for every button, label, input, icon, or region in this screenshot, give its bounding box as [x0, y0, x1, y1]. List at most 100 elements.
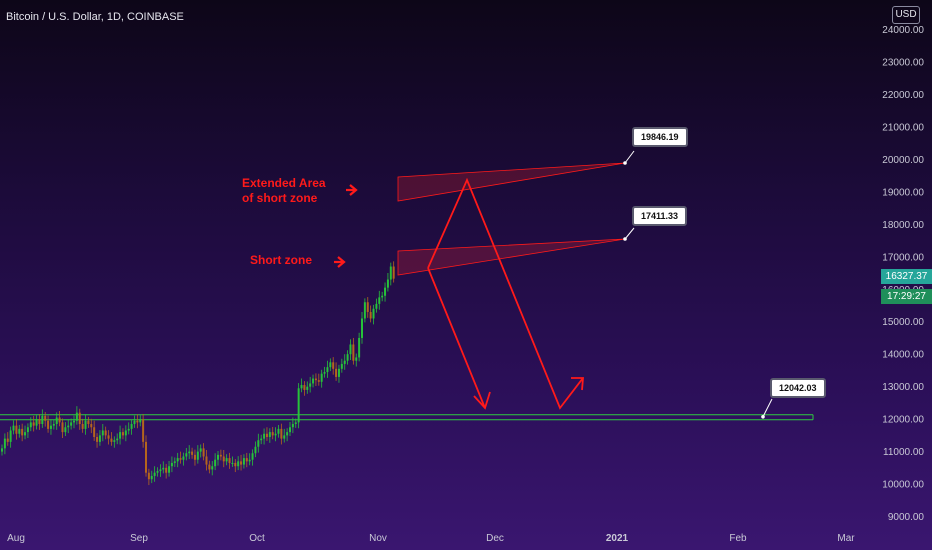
candle-body — [35, 419, 38, 426]
candle-body — [349, 344, 352, 355]
candle-body — [289, 427, 291, 433]
candle-body — [3, 438, 6, 449]
candle-body — [168, 466, 171, 473]
candle-body — [381, 295, 384, 298]
candle-body — [159, 469, 162, 472]
candle-body — [150, 475, 153, 480]
candle-body — [64, 427, 67, 433]
candle-body — [384, 287, 387, 296]
candle-body — [214, 459, 217, 467]
x-tick-label: Aug — [7, 533, 25, 544]
candle-body — [49, 425, 52, 429]
candle-body — [234, 462, 237, 467]
candle-body — [314, 378, 317, 381]
candle-body — [392, 266, 395, 279]
candle-body — [165, 467, 168, 473]
candle-body — [182, 456, 185, 460]
candle-body — [70, 422, 73, 426]
candle-body — [211, 466, 214, 470]
candle-body — [352, 344, 355, 361]
candle-body — [193, 454, 196, 460]
candle-body — [335, 368, 338, 377]
candle-body — [21, 428, 24, 436]
candle-body — [162, 467, 165, 470]
candle-body — [389, 266, 392, 280]
candle-body — [179, 458, 182, 460]
candle-body — [260, 438, 263, 441]
candle-body — [133, 420, 136, 425]
candle-body — [248, 459, 251, 462]
candle-body — [145, 441, 147, 473]
callout-mid[interactable]: 17411.33 — [632, 206, 688, 226]
callout-mid-pointer — [624, 227, 635, 240]
candle-body — [119, 432, 122, 439]
candle-body — [355, 357, 358, 361]
candle-body — [199, 448, 202, 452]
candle-body — [156, 471, 159, 473]
candle-body — [372, 308, 375, 319]
candle-body — [309, 383, 312, 387]
candle-body — [300, 385, 303, 389]
zones[interactable] — [397, 150, 773, 419]
y-tick-label: 12000.00 — [882, 415, 924, 426]
candle-body — [361, 318, 363, 338]
candle-body — [291, 424, 294, 428]
candle-body — [73, 420, 75, 423]
candle-body — [208, 464, 211, 470]
y-axis: 24000.00 23000.00 22000.00 21000.00 20000.00… — [882, 25, 924, 523]
projection-path[interactable] — [334, 177, 584, 410]
candle-body — [110, 438, 113, 442]
callout-support-pointer — [762, 398, 773, 418]
y-tick-label: 21000.00 — [882, 122, 924, 133]
candle-body — [202, 448, 205, 457]
candle-body — [312, 378, 315, 384]
candle-body — [369, 311, 372, 319]
candle-body — [268, 432, 271, 437]
symbol-title[interactable]: Bitcoin / U.S. Dollar, 1D, COINBASE — [6, 11, 184, 23]
candle-body — [346, 354, 349, 361]
candle-body — [15, 425, 18, 434]
y-tick-label: 10000.00 — [882, 480, 924, 491]
callout-high[interactable]: 19846.19 — [632, 127, 688, 147]
x-tick-label: Dec — [486, 533, 504, 544]
y-tick-label: 19000.00 — [882, 187, 924, 198]
candle-body — [237, 461, 240, 467]
projection-zigzag — [427, 177, 584, 410]
candle-body — [84, 420, 87, 429]
short-zone-label: Short zone — [250, 253, 312, 267]
candle-body — [38, 419, 41, 425]
candle-body — [323, 372, 326, 374]
candle-body — [55, 417, 58, 425]
candle-body — [326, 367, 329, 373]
candle-body — [217, 454, 219, 460]
candle-body — [251, 453, 254, 460]
x-axis: Aug Sep Oct Nov Dec 2021 Feb Mar — [7, 533, 855, 544]
callout-support[interactable]: 12042.03 — [770, 378, 826, 398]
candle-body — [297, 388, 300, 423]
candle-body — [61, 422, 64, 433]
candle-body — [306, 386, 309, 390]
down-arrowhead — [473, 391, 491, 410]
extended-zone-label-line2: of short zone — [242, 191, 318, 205]
y-tick-label: 17000.00 — [882, 252, 924, 263]
y-tick-label: 13000.00 — [882, 382, 924, 393]
x-tick-label: Oct — [249, 533, 265, 544]
candle-body — [44, 415, 47, 421]
candle-body — [176, 458, 179, 462]
candle-body — [1, 448, 3, 452]
extended-zone-label: Extended Area of short zone — [242, 176, 326, 206]
candle-body — [78, 412, 81, 425]
candle-body — [101, 430, 104, 436]
y-tick-label: 9000.00 — [888, 512, 925, 523]
y-tick-label: 14000.00 — [882, 350, 924, 361]
currency-button[interactable]: USD — [892, 6, 920, 24]
candle-body — [170, 462, 173, 467]
candle-body — [329, 362, 332, 368]
candle-body — [32, 422, 35, 426]
y-tick-label: 11000.00 — [883, 447, 924, 458]
countdown-tag: 17:29:27 — [881, 289, 932, 304]
candle-body — [242, 458, 245, 465]
short-zone — [397, 238, 626, 276]
candle-body — [320, 373, 323, 382]
